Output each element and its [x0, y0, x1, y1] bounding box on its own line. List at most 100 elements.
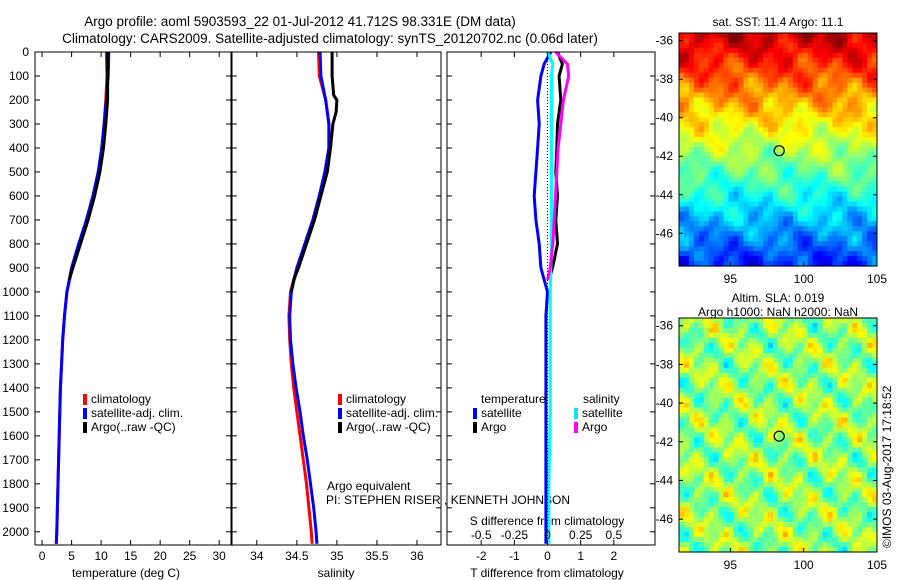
map-cell [802, 211, 809, 218]
map-cell [802, 502, 809, 508]
map-cell [733, 352, 739, 359]
map-lat-label: -42 [656, 149, 674, 163]
map-cell [802, 452, 809, 458]
map-cell [857, 176, 863, 183]
map-cell [703, 256, 710, 262]
map-cell [802, 166, 809, 173]
map-cell [708, 432, 715, 439]
map-cell [743, 67, 749, 74]
map-cell [817, 256, 824, 262]
map-cell [708, 357, 715, 364]
map-cell [857, 221, 863, 227]
map-cell [778, 236, 784, 242]
map-cell [852, 542, 858, 548]
map-cell [783, 547, 789, 553]
map-cell [842, 432, 848, 439]
map-cell [679, 221, 685, 227]
map-cell [768, 547, 774, 553]
map-cell [684, 261, 690, 267]
map-cell [802, 77, 809, 84]
map-cell [822, 261, 828, 267]
legend-0-2: Argo(..raw -QC) [91, 420, 176, 434]
map-cell [857, 147, 863, 153]
map-cell [827, 171, 833, 178]
map-cell [822, 497, 828, 503]
map-cell [797, 323, 804, 329]
map-cell [679, 332, 685, 339]
map-cell [837, 407, 843, 414]
map-cell [847, 216, 853, 222]
map-cell [802, 52, 809, 59]
sst-map [678, 32, 878, 267]
map-cell [684, 166, 690, 173]
map-cell [867, 117, 873, 123]
map-cell [783, 251, 789, 257]
map-cell [872, 117, 878, 123]
map-cell [698, 186, 705, 193]
map-cell [822, 542, 828, 548]
map-cell [783, 102, 789, 108]
map-cell [847, 33, 853, 39]
map-cell [832, 186, 838, 193]
map-cell [807, 72, 814, 79]
map-cell [822, 171, 828, 178]
map-cell [733, 432, 739, 439]
map-cell [832, 452, 838, 458]
map-cell [713, 392, 720, 399]
map-cell [783, 161, 789, 168]
map-cell [688, 176, 695, 183]
map-cell [728, 196, 734, 203]
map-cell [693, 132, 700, 138]
map-cell [812, 181, 819, 188]
map-cell [783, 352, 789, 359]
map-cell [778, 417, 784, 424]
map-cell [713, 497, 720, 503]
map-cell [768, 382, 774, 389]
map-cell [748, 372, 754, 379]
map-cell [684, 142, 690, 148]
map-cell [807, 117, 814, 123]
map-cell [718, 357, 725, 364]
map-cell [812, 417, 819, 424]
map-cell [847, 137, 853, 143]
map-cell [733, 412, 739, 419]
map-cell [763, 392, 769, 399]
map-cell [768, 412, 774, 419]
map-cell [822, 211, 828, 218]
map-cell [684, 532, 690, 538]
map-cell [728, 517, 734, 523]
map-cell [872, 181, 878, 188]
map-cell [832, 527, 838, 533]
map-cell [698, 137, 705, 143]
map-cell [812, 62, 819, 69]
map-cell [827, 512, 833, 518]
map-cell [728, 67, 734, 74]
map-cell [684, 132, 690, 138]
map-cell [713, 97, 720, 103]
map-cell [817, 102, 824, 108]
map-cell [773, 417, 779, 424]
map-cell [778, 97, 784, 103]
map-cell [738, 318, 744, 324]
map-cell [733, 87, 739, 94]
map-cell [783, 156, 789, 163]
map-cell [713, 102, 720, 108]
map-cell [842, 77, 848, 84]
map-cell [723, 412, 729, 419]
y-tick-label: 1500 [2, 405, 29, 419]
map-cell [763, 487, 769, 493]
map-cell [832, 437, 838, 444]
map-cell [743, 318, 749, 324]
map-cell [763, 512, 769, 518]
map-cell [684, 42, 690, 49]
map-cell [713, 372, 720, 379]
map-cell [703, 402, 710, 409]
map-cell [684, 112, 690, 118]
map-cell [703, 161, 710, 168]
map-cell [773, 357, 779, 364]
legend-header-temperature: temperature [481, 392, 546, 406]
map-cell [778, 72, 784, 79]
map-cell [718, 487, 725, 493]
map-cell [832, 397, 838, 404]
map-cell [688, 527, 695, 533]
